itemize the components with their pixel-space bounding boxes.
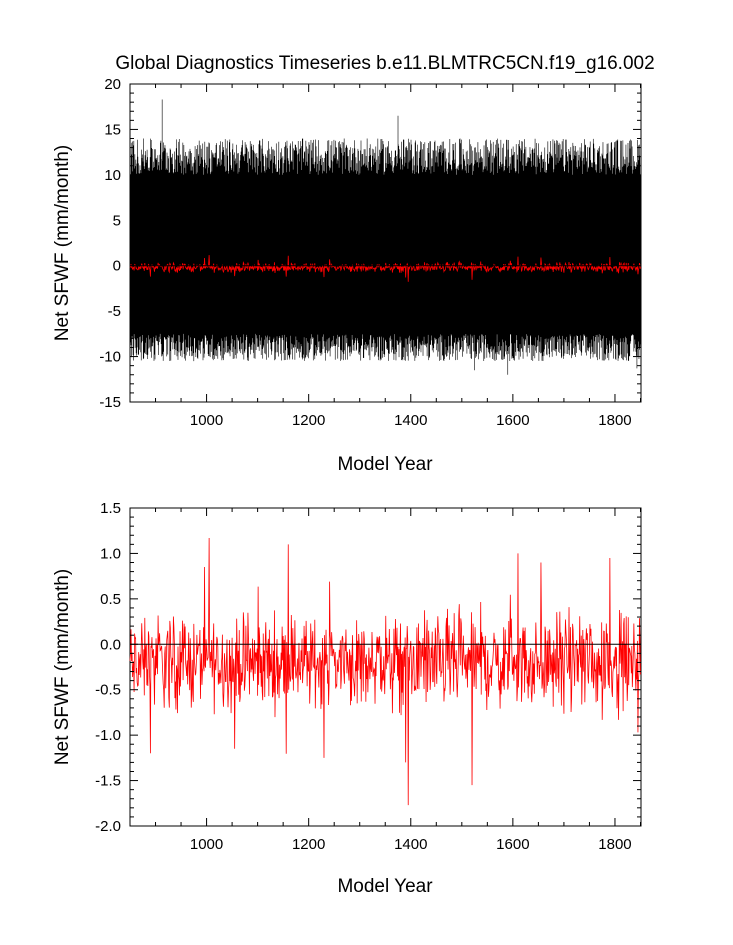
top-annual-series [129,255,641,282]
top-annual-line [129,255,641,282]
bottom-y-axis-title: Net SFWF (mm/month) [52,569,73,765]
bottom-x-tick-label: 1400 [394,836,427,853]
top-y-tick-label: 0 [113,258,121,275]
bottom-y-tick-label: -1.5 [95,773,121,790]
top-ticks: 1000 1200 1400 1600 1800 -15 -10 -5 0 5 10 15 20 [99,76,641,429]
bottom-y-tick-label: -1.0 [95,727,121,744]
bottom-ticks: 1000 1200 1400 1600 1800 -2.0 -1.5 -1.0 -0.5 0.0 0… [95,500,641,853]
top-x-tick-label: 1400 [394,412,427,429]
bottom-x-tick-label: 1000 [190,836,223,853]
bottom-x-tick-label: 1800 [598,836,631,853]
top-y-tick-label: -10 [99,349,121,366]
bottom-x-tick-label: 1600 [496,836,529,853]
bottom-panel: 1000 1200 1400 1600 1800 -2.0 -1.5 -1.0 -0.5 0.0 0… [52,500,642,897]
bottom-annual-series [129,537,641,806]
bottom-annual-line [129,537,641,806]
top-x-axis-title: Model Year [337,454,433,475]
top-y-axis-title: Net SFWF (mm/month) [52,145,73,341]
top-x-tick-label: 1000 [190,412,223,429]
top-y-tick-label: 5 [113,212,121,229]
bottom-x-axis-title: Model Year [337,876,433,897]
bottom-x-tick-label: 1200 [292,836,325,853]
top-y-tick-label: 15 [104,121,121,138]
bottom-y-tick-label: 1.0 [100,545,121,562]
top-y-tick-label: -5 [108,303,121,320]
bottom-y-tick-label: 1.5 [100,500,121,517]
bottom-y-tick-label: -0.5 [95,682,121,699]
top-panel: 1000 1200 1400 1600 1800 -15 -10 -5 0 5 10 15 20 Mod… [52,76,642,475]
bottom-y-tick-label: -2.0 [95,818,121,835]
top-y-tick-label: 20 [104,76,121,93]
top-y-tick-label: 10 [104,167,121,184]
bottom-y-tick-label: 0.5 [100,591,121,608]
top-x-tick-label: 1800 [598,412,631,429]
top-monthly-line [129,99,642,375]
top-y-tick-label: -15 [99,394,121,411]
top-monthly-series [129,99,642,375]
top-x-tick-label: 1600 [496,412,529,429]
bottom-y-tick-label: 0.0 [100,636,121,653]
chart-title: Global Diagnostics Timeseries b.e11.BLMT… [115,53,654,74]
top-x-tick-label: 1200 [292,412,325,429]
